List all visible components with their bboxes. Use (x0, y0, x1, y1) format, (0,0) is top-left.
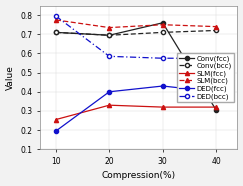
Line: Conv(bcc): Conv(bcc) (54, 28, 218, 37)
DED(fcc) (161, 85, 164, 87)
DED(bcc) (215, 57, 217, 59)
Conv(fcc) (161, 22, 164, 24)
Conv(fcc) (54, 31, 57, 33)
SLM(fcc) (54, 118, 57, 121)
SLM(bcc) (215, 25, 217, 28)
Line: Conv(fcc): Conv(fcc) (54, 21, 218, 112)
Legend: Conv(fcc), Conv(bcc), SLM(fcc), SLM(bcc), DED(fcc), DED(bcc): Conv(fcc), Conv(bcc), SLM(fcc), SLM(bcc)… (176, 53, 234, 102)
SLM(fcc) (108, 104, 111, 106)
Conv(bcc) (215, 29, 217, 32)
Line: DED(fcc): DED(fcc) (54, 84, 218, 133)
DED(bcc) (108, 55, 111, 57)
SLM(fcc) (215, 106, 217, 108)
Conv(fcc) (108, 34, 111, 36)
Y-axis label: Value: Value (6, 65, 15, 90)
SLM(fcc) (161, 106, 164, 108)
SLM(bcc) (108, 26, 111, 29)
SLM(bcc) (54, 19, 57, 21)
Conv(bcc) (108, 34, 111, 36)
Conv(bcc) (54, 31, 57, 33)
X-axis label: Compression(%): Compression(%) (102, 171, 176, 180)
DED(bcc) (54, 15, 57, 17)
Line: SLM(fcc): SLM(fcc) (54, 103, 218, 122)
Conv(bcc) (161, 31, 164, 33)
Conv(fcc) (215, 109, 217, 111)
DED(bcc) (161, 57, 164, 59)
Line: SLM(bcc): SLM(bcc) (54, 18, 218, 30)
SLM(bcc) (161, 24, 164, 26)
DED(fcc) (54, 130, 57, 132)
DED(fcc) (108, 91, 111, 93)
Line: DED(bcc): DED(bcc) (54, 14, 218, 60)
DED(fcc) (215, 91, 217, 93)
